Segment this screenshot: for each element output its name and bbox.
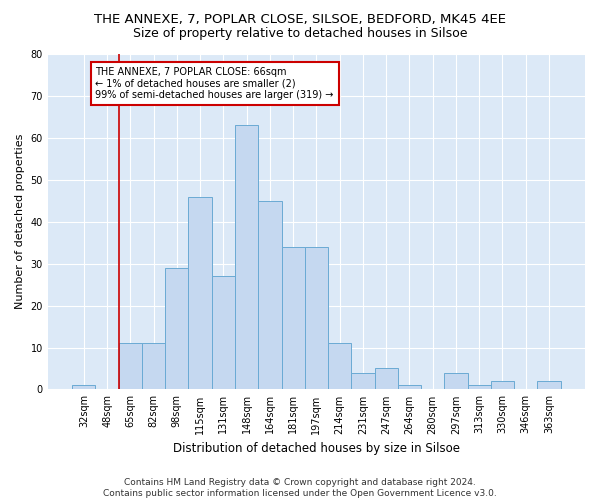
Bar: [212, 276, 235, 390]
Bar: [305, 247, 328, 390]
Bar: [142, 344, 165, 390]
Bar: [445, 372, 467, 390]
Text: Contains HM Land Registry data © Crown copyright and database right 2024.
Contai: Contains HM Land Registry data © Crown c…: [103, 478, 497, 498]
X-axis label: Distribution of detached houses by size in Silsoe: Distribution of detached houses by size …: [173, 442, 460, 455]
Bar: [165, 268, 188, 390]
Bar: [467, 385, 491, 390]
Text: THE ANNEXE, 7, POPLAR CLOSE, SILSOE, BEDFORD, MK45 4EE: THE ANNEXE, 7, POPLAR CLOSE, SILSOE, BED…: [94, 12, 506, 26]
Bar: [328, 344, 351, 390]
Bar: [188, 196, 212, 390]
Bar: [374, 368, 398, 390]
Bar: [119, 344, 142, 390]
Bar: [491, 381, 514, 390]
Text: Size of property relative to detached houses in Silsoe: Size of property relative to detached ho…: [133, 28, 467, 40]
Bar: [398, 385, 421, 390]
Bar: [72, 385, 95, 390]
Bar: [281, 247, 305, 390]
Y-axis label: Number of detached properties: Number of detached properties: [15, 134, 25, 310]
Bar: [235, 126, 258, 390]
Bar: [538, 381, 560, 390]
Text: THE ANNEXE, 7 POPLAR CLOSE: 66sqm
← 1% of detached houses are smaller (2)
99% of: THE ANNEXE, 7 POPLAR CLOSE: 66sqm ← 1% o…: [95, 66, 334, 100]
Bar: [258, 201, 281, 390]
Bar: [351, 372, 374, 390]
